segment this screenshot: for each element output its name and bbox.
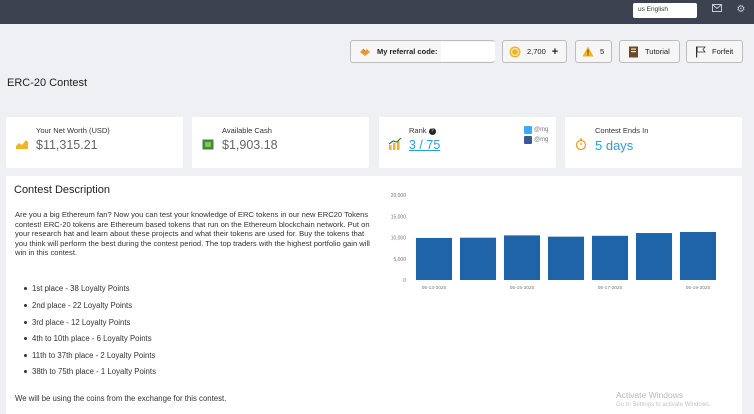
prize-item: 3rd place - 12 Loyalty Points <box>23 318 131 327</box>
portfolio-bar-chart: 0 5,000 10,000 15,000 20,000 05-13-2020 05-15-… <box>391 193 717 291</box>
flag-icon <box>694 46 706 58</box>
referral-label: My referral code: <box>377 47 438 56</box>
chart-bar[interactable] <box>459 237 497 280</box>
chart-bar[interactable] <box>547 236 585 280</box>
facebook-share[interactable]: @mg <box>524 136 548 144</box>
prize-item: 1st place - 38 Loyalty Points <box>24 284 130 293</box>
net-worth-card: Your Net Worth (USD) $11,315.21 <box>6 117 183 168</box>
x-tick-label: 05-17-2020 <box>598 285 623 291</box>
coins-button[interactable]: 2,700 + <box>502 40 567 63</box>
chart-bar[interactable] <box>679 231 717 280</box>
net-worth-label: Your Net Worth (USD) <box>36 126 110 135</box>
contest-ends-card: Contest Ends In 5 days <box>565 117 742 168</box>
x-tick-label: 05-19-2020 <box>686 285 711 291</box>
tutorial-label: Tutorial <box>645 47 670 56</box>
language-select[interactable]: us English <box>633 3 697 18</box>
top-bar: us English ⚙ <box>0 0 754 24</box>
envelope-icon[interactable] <box>711 4 723 16</box>
help-icon[interactable]: ? <box>428 127 436 135</box>
handshake-icon <box>359 46 371 58</box>
rank-card: Rank ? 3 / 75 @mg @mg <box>379 117 556 168</box>
available-cash-value: $1,903.18 <box>222 138 278 152</box>
warning-icon <box>582 46 594 58</box>
cash-icon <box>202 137 214 150</box>
rank-label: Rank ? <box>409 126 436 135</box>
facebook-icon <box>524 136 532 144</box>
stopwatch-icon <box>575 137 587 151</box>
add-coins-icon[interactable]: + <box>551 45 559 58</box>
gear-icon[interactable]: ⚙ <box>736 4 746 15</box>
forfeit-button[interactable]: Forfeit <box>686 40 743 63</box>
coins-count: 2,700 <box>527 47 546 56</box>
y-tick-label: 0 <box>403 278 406 284</box>
twitter-icon <box>524 126 532 134</box>
contest-ends-label: Contest Ends In <box>595 126 649 135</box>
y-tick-label: 10,000 <box>391 236 407 242</box>
prize-item: 4th to 10th place - 6 Loyalty Points <box>24 334 152 343</box>
y-tick-label: 20,000 <box>391 193 407 199</box>
activate-windows-subtitle: Go to Settings to activate Windows. <box>616 402 711 408</box>
page-title: ERC-20 Contest <box>7 77 88 89</box>
x-tick-label: 05-13-2020 <box>422 285 447 291</box>
twitter-share[interactable]: @mg <box>524 126 548 134</box>
book-icon <box>627 46 639 58</box>
contest-ends-value: 5 days <box>595 138 634 153</box>
chart-bar[interactable] <box>503 235 541 280</box>
description-body: Are you a big Ethereum fan? Now you can … <box>15 210 370 258</box>
prize-item: 11th to 37th place - 2 Loyalty Points <box>23 351 156 360</box>
referral-code-field[interactable] <box>441 42 495 61</box>
y-tick-label: 15,000 <box>391 214 407 220</box>
prize-item: 38th to 75th place - 1 Loyalty Points <box>24 367 156 376</box>
coin-icon <box>509 46 521 58</box>
forfeit-label: Forfeit <box>712 47 734 56</box>
rank-chart-icon <box>388 137 402 150</box>
x-tick-label: 05-15-2020 <box>510 285 535 291</box>
alerts-count: 5 <box>600 47 605 56</box>
available-cash-card: Available Cash $1,903.18 <box>192 117 369 168</box>
net-worth-value: $11,315.21 <box>36 138 98 152</box>
available-cash-label: Available Cash <box>222 126 272 135</box>
rank-value[interactable]: 3 / 75 <box>409 138 441 152</box>
alerts-button[interactable]: 5 <box>575 40 612 63</box>
contest-description-panel: Contest Description Are you a big Ethere… <box>6 176 742 414</box>
tutorial-button[interactable]: Tutorial <box>619 40 680 63</box>
chart-bar[interactable] <box>635 233 673 280</box>
description-footer: We will be using the coins from the exch… <box>15 394 227 403</box>
prize-item: 2nd place - 22 Loyalty Points <box>23 301 133 310</box>
chart-bar[interactable] <box>591 235 629 280</box>
chart-bar[interactable] <box>415 237 453 280</box>
chart-up-icon <box>16 137 28 149</box>
activate-windows-title: Activate Windows <box>616 390 684 400</box>
description-title: Contest Description <box>14 184 110 196</box>
referral-code-button[interactable]: My referral code: <box>350 40 495 63</box>
y-tick-label: 5,000 <box>393 257 406 263</box>
